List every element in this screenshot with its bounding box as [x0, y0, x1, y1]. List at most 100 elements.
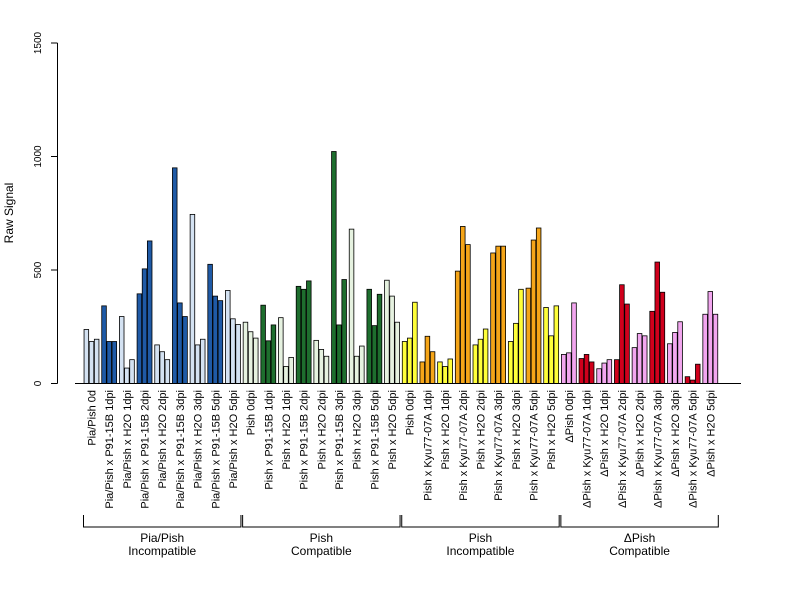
bar: [490, 252, 496, 384]
bar: [447, 358, 453, 384]
bar: [253, 337, 259, 384]
x-tick-label: Pia/Pish x H2O 5dpi: [228, 390, 240, 488]
bar: [288, 356, 294, 384]
bar: [583, 354, 590, 384]
bar: [407, 337, 413, 384]
y-tick-label: 500: [33, 261, 44, 278]
bar: [684, 376, 691, 384]
bar: [207, 263, 213, 384]
bar: [270, 324, 277, 384]
bar: [212, 295, 218, 384]
bar: [437, 361, 443, 384]
x-tick-label: ΔPish x Kyu77-07A 1dpi: [582, 390, 594, 508]
group-bracket: [560, 515, 719, 528]
x-tick-label: Pia/Pish x P91-15B 2dpi: [140, 390, 152, 509]
x-tick-label: ΔPish x Kyu77-07A 2dpi: [617, 390, 629, 508]
bar: [460, 226, 466, 384]
bar: [507, 341, 514, 384]
bar: [695, 363, 701, 384]
bar: [376, 293, 383, 384]
bar: [341, 279, 347, 384]
bar: [553, 305, 560, 384]
bar: [477, 338, 484, 384]
x-tick-label: Pia/Pish x P91-15B 5dpi: [210, 390, 222, 509]
y-tick-label: 1000: [33, 145, 44, 168]
bar: [419, 361, 425, 384]
bar: [313, 339, 319, 384]
bar: [371, 325, 378, 384]
bar: [649, 310, 655, 384]
bar: [454, 270, 461, 384]
bar: [636, 333, 643, 384]
bar: [689, 379, 696, 384]
bar: [366, 288, 372, 384]
x-tick-label: Pish x H2O 5dpi: [546, 390, 558, 469]
bar: [614, 359, 620, 384]
bar: [242, 321, 249, 384]
bar: [194, 344, 201, 384]
bar: [124, 367, 130, 384]
group-bracket: [83, 515, 242, 528]
bar: [619, 284, 625, 384]
bar: [424, 335, 431, 384]
bar: [225, 290, 231, 384]
bar: [500, 245, 506, 384]
bar: [412, 301, 418, 384]
x-tick-label: Pish x H2O 2dpi: [316, 390, 328, 469]
bar: [712, 313, 719, 384]
x-tick-label: Pish x Kyu77-07A 1dpi: [422, 390, 434, 501]
bars-layer: [83, 151, 719, 384]
bar: [283, 366, 289, 384]
group-label-line2: Incompatible: [446, 544, 514, 558]
bar: [348, 228, 355, 384]
group-label-line1: Pish: [469, 531, 492, 545]
bar: [172, 167, 178, 384]
bar: [429, 351, 436, 384]
bar: [596, 368, 602, 384]
x-tick-label: Pish x H2O 5dpi: [387, 390, 399, 469]
group-label-line1: Pish: [310, 531, 333, 545]
x-tick-label: Pish x Kyu77-07A 3dpi: [493, 390, 505, 501]
bar: [111, 341, 118, 384]
bar: [702, 313, 708, 384]
bar: [154, 344, 160, 384]
bar: [359, 345, 365, 384]
bar: [389, 295, 395, 384]
bar: [530, 239, 537, 384]
bar: [642, 335, 648, 384]
x-tick-label: ΔPish x H2O 1dpi: [599, 390, 611, 477]
x-tick-label: Pia/Pish x H2O 2dpi: [157, 390, 169, 488]
bar: [353, 355, 360, 384]
bar: [543, 307, 549, 384]
group-label-line2: Compatible: [291, 544, 352, 558]
x-tick-label: Pish x P91-15B 1dpi: [263, 390, 275, 490]
bar: [624, 303, 630, 384]
bar: [331, 151, 337, 384]
bar: [465, 244, 471, 384]
bar: [200, 338, 206, 384]
x-tick-label: ΔPish x H2O 5dpi: [705, 390, 717, 477]
bar: [318, 349, 325, 384]
bar: [189, 213, 196, 384]
bar: [278, 317, 284, 384]
bar: [83, 329, 90, 384]
bar: [247, 331, 254, 384]
bar: [513, 322, 519, 384]
y-axis-label: Raw Signal: [2, 183, 16, 244]
bar: [295, 285, 302, 384]
bar: [384, 279, 390, 384]
bar: [606, 359, 613, 384]
bar: [141, 268, 148, 384]
bar: [146, 240, 153, 384]
bar: [525, 287, 532, 384]
bar: [631, 347, 638, 384]
x-tick-label: Pia/Pish x H2O 3dpi: [193, 390, 205, 488]
x-tick-label: Pish x P91-15B 3dpi: [334, 390, 346, 490]
bar: [672, 332, 678, 384]
bar: [164, 359, 171, 384]
bar: [588, 361, 595, 384]
y-tick-label: 0: [33, 380, 44, 386]
x-tick-label: Pish x Kyu77-07A 5dpi: [529, 390, 541, 501]
bar: [571, 302, 577, 384]
x-tick-label: Pia/Pish x P91-15B 3dpi: [175, 390, 187, 509]
